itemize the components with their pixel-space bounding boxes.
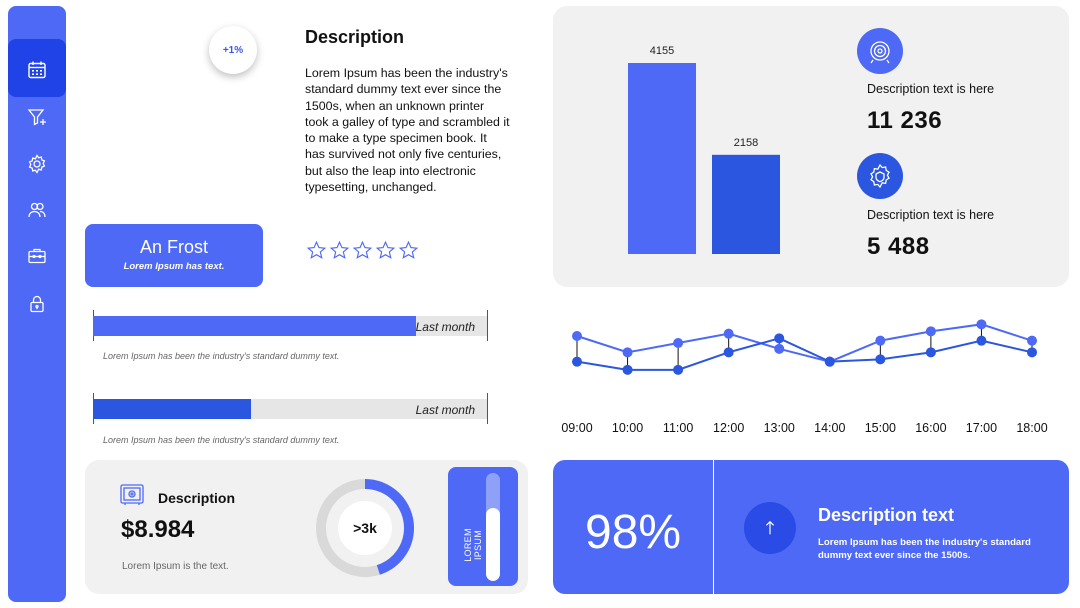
x-tick-label: 17:00 xyxy=(966,421,997,435)
vertical-meter-fill xyxy=(486,507,500,581)
lock-icon[interactable] xyxy=(27,294,47,314)
highlight-card xyxy=(553,460,1069,594)
description-body: Lorem Ipsum has been the industry's stan… xyxy=(305,66,510,195)
data-point xyxy=(572,331,582,341)
profile-card[interactable]: An Frost Lorem Ipsum has text. xyxy=(85,224,263,287)
x-tick-label: 15:00 xyxy=(865,421,896,435)
data-point xyxy=(976,319,987,330)
progress-note: Lorem Ipsum has been the industry's stan… xyxy=(103,351,340,361)
x-tick-label: 10:00 xyxy=(612,421,643,435)
data-point xyxy=(1027,335,1037,346)
growth-badge: +1% xyxy=(209,26,257,74)
stat-value: 5 488 xyxy=(867,233,930,260)
highlight-divider xyxy=(713,460,714,594)
data-point xyxy=(976,335,987,346)
star-icon[interactable] xyxy=(398,240,419,261)
highlight-percent: 98% xyxy=(585,506,682,559)
bar-chart: 4155 2158 xyxy=(628,45,780,254)
star-icon[interactable] xyxy=(352,240,373,261)
data-point xyxy=(723,328,734,339)
data-point xyxy=(673,364,684,375)
data-point xyxy=(1027,347,1037,358)
data-point xyxy=(774,333,785,344)
x-tick-label: 16:00 xyxy=(915,421,946,435)
x-tick-label: 09:00 xyxy=(561,421,592,435)
progress-note: Lorem Ipsum has been the industry's stan… xyxy=(103,435,340,445)
star-rating[interactable] xyxy=(306,240,419,261)
stat-label: Description text is here xyxy=(867,82,995,96)
vertical-meter-track[interactable] xyxy=(486,473,500,581)
donut-label: >3k xyxy=(353,520,377,536)
data-point xyxy=(925,326,936,337)
calendar-icon[interactable] xyxy=(27,60,47,80)
profile-subtitle: Lorem Ipsum has text. xyxy=(123,261,225,272)
donut-chart xyxy=(316,479,414,577)
sidebar xyxy=(8,6,66,602)
progress-label: Last month xyxy=(415,320,475,334)
x-tick-label: 11:00 xyxy=(663,421,693,435)
star-icon[interactable] xyxy=(329,240,350,261)
gear-icon[interactable] xyxy=(27,154,47,174)
data-point xyxy=(622,347,633,358)
data-point xyxy=(875,335,886,346)
arrow-up-icon[interactable] xyxy=(744,502,796,554)
vertical-meter-card xyxy=(448,467,518,586)
progress-label: Last month xyxy=(415,403,475,417)
progress-bar: Last month xyxy=(93,399,487,419)
highlight-title: Description text xyxy=(818,505,955,525)
data-point xyxy=(774,343,785,354)
profile-name: An Frost xyxy=(139,237,209,257)
line-chart: 09:00 10:00 11:00 12:00 13:00 14:00 15:00 16:00… xyxy=(561,319,1048,435)
users-icon[interactable] xyxy=(27,200,47,220)
summary-title: Description xyxy=(158,490,236,506)
highlight-body: Lorem Ipsum has been the industry's stan… xyxy=(818,537,1031,561)
x-tick-label: 18:00 xyxy=(1016,421,1047,435)
progress-tick-right xyxy=(487,393,488,424)
donut-center xyxy=(338,501,392,555)
bar xyxy=(712,154,780,254)
series-line xyxy=(576,337,1033,371)
safe-icon xyxy=(120,484,144,506)
data-point xyxy=(572,356,582,367)
shield-gear-icon xyxy=(857,153,903,199)
x-tick-label: 14:00 xyxy=(814,421,845,435)
target-icon xyxy=(857,28,903,74)
filter-add-icon[interactable] xyxy=(27,107,47,127)
bar-value-label: 4155 xyxy=(650,45,674,57)
summary-value: $8.984 xyxy=(121,516,195,543)
x-tick-label: 13:00 xyxy=(764,421,795,435)
description-title: Description xyxy=(305,27,405,47)
data-point xyxy=(622,364,633,375)
data-point xyxy=(875,354,886,365)
stat-value: 11 236 xyxy=(867,107,943,134)
bar-value-label: 2158 xyxy=(734,137,758,149)
progress-fill xyxy=(93,399,251,419)
progress-tick-right xyxy=(487,310,488,341)
series-line xyxy=(576,323,1033,363)
x-tick-label: 12:00 xyxy=(713,421,744,435)
data-point xyxy=(673,338,684,348)
bar xyxy=(628,63,696,254)
data-point xyxy=(824,356,835,367)
briefcase-icon[interactable] xyxy=(27,246,47,266)
star-icon[interactable] xyxy=(306,240,327,261)
star-icon[interactable] xyxy=(375,240,396,261)
data-point xyxy=(723,347,734,358)
progress-fill xyxy=(93,316,417,336)
stat-label: Description text is here xyxy=(867,208,995,222)
progress-bar: Last month xyxy=(93,316,487,336)
donut-arc xyxy=(316,479,414,577)
vertical-meter-label: LOREM IPSUM xyxy=(463,528,483,562)
data-point xyxy=(925,347,936,358)
summary-note: Lorem Ipsum is the text. xyxy=(122,561,229,572)
